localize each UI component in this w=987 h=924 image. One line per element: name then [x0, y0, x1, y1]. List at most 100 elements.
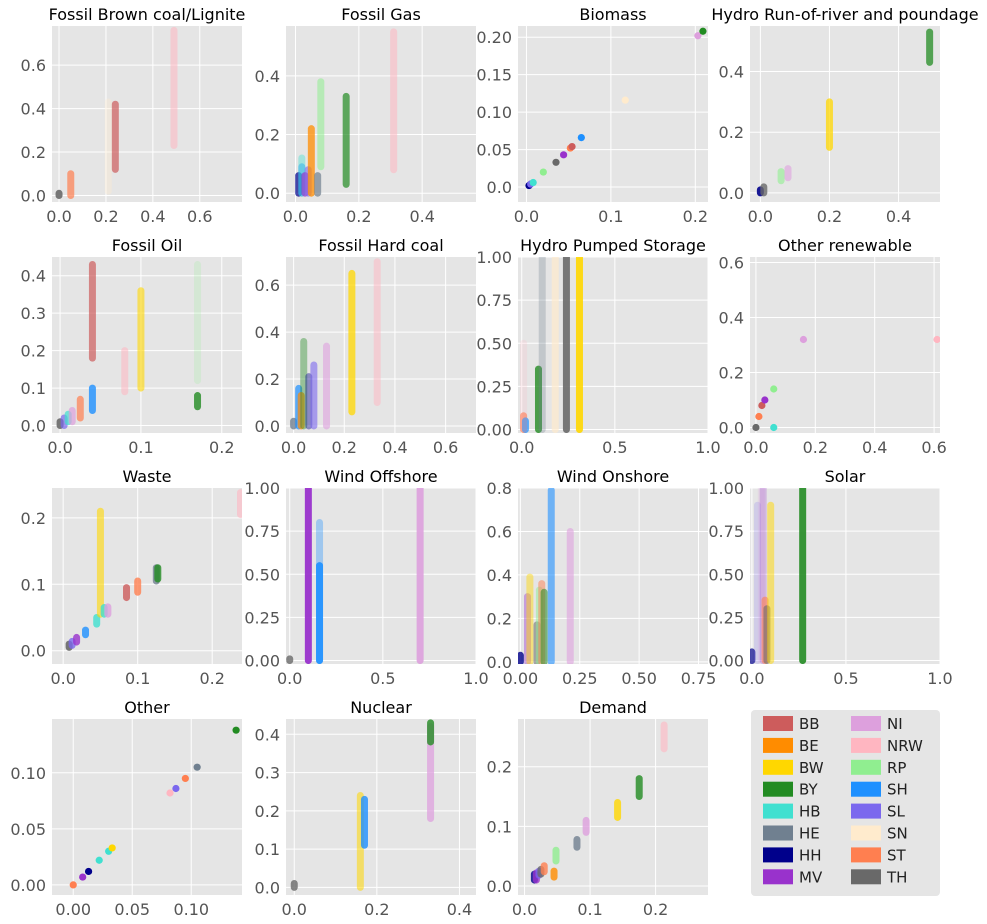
x-tick-label: 0.75: [681, 669, 717, 688]
x-tick-label: 0.25: [562, 669, 598, 688]
y-tick-label: 0.0: [487, 178, 512, 197]
scatter-point-RP: [539, 168, 547, 176]
y-tick-label: 0.0: [719, 184, 744, 203]
y-tick-label: 0.6: [21, 56, 46, 75]
y-tick-label: 0.05: [476, 141, 512, 160]
legend-swatch-BW: [763, 759, 793, 775]
plot-area: [65, 489, 242, 651]
scatter-point-NI: [694, 32, 702, 40]
scatter-point-BY: [699, 27, 707, 35]
scatter-band-RP: [194, 260, 202, 385]
subplot-7: 0.0 0.2 0.4 0.6 0.0 0.2 0.4 0.6 Other renewable: [719, 236, 947, 457]
scatter-point-ST: [181, 774, 189, 783]
x-tick-label: 0.05: [114, 900, 150, 919]
x-tick-label: 0.10: [173, 900, 209, 919]
x-tick-label: 0.0: [514, 207, 539, 226]
legend-label-HH: HH: [799, 846, 822, 864]
x-tick-label: 0.4: [886, 207, 911, 226]
x-tick-label: 0.5: [370, 669, 395, 688]
plot-background: [286, 488, 476, 664]
x-tick-label: 0.0: [50, 669, 75, 688]
plot-area: [290, 719, 435, 891]
x-tick-label: 0.4: [447, 900, 472, 919]
scatter-band-RP: [317, 78, 325, 171]
legend-label-BW: BW: [799, 759, 824, 777]
y-tick-label: 0.4: [719, 63, 744, 82]
legend-label-NI: NI: [887, 715, 903, 733]
subplot-title: Wind Offshore: [324, 467, 437, 486]
subplot-title: Fossil Brown coal/Lignite: [49, 5, 246, 24]
y-tick-label: 0.2: [719, 364, 744, 383]
scatter-point-SN: [621, 96, 629, 104]
y-tick-label: 0.2: [21, 509, 46, 528]
plot-background: [518, 257, 708, 433]
x-tick-label: 0.5: [833, 669, 858, 688]
scatter-band-SH: [360, 795, 368, 849]
plot-background: [518, 719, 708, 895]
scatter-band-SN: [104, 98, 112, 195]
scatter-band-ST: [67, 170, 75, 199]
plot-area: [290, 258, 381, 430]
x-tick-label: 0.0: [277, 669, 302, 688]
y-tick-label: 0.25: [708, 608, 744, 627]
scatter-point-HB: [770, 423, 778, 432]
x-tick-label: 0.2: [346, 207, 371, 226]
x-tick-label: 0.1: [598, 207, 623, 226]
scatter-point-TH: [552, 158, 560, 166]
subplot-title: Biomass: [579, 5, 646, 24]
subplot-10: 0.00 0.25 0.50 0.75 0.0 0.2 0.4 0.6 0.8 Wind Onsh…: [487, 467, 717, 688]
scatter-band-BB: [123, 584, 131, 602]
scatter-point-HE: [193, 763, 201, 771]
plot-background: [52, 26, 242, 202]
y-tick-label: 0.6: [255, 276, 280, 295]
y-tick-label: 0.6: [487, 522, 512, 541]
x-tick-label: 0.2: [93, 207, 118, 226]
scatter-band-BE: [297, 391, 305, 430]
legend-swatch-ST: [851, 847, 881, 863]
y-tick-label: 0.4: [487, 566, 512, 585]
x-tick-label: 0.0: [509, 438, 534, 457]
x-tick-label: 0.2: [199, 669, 224, 688]
scatter-band-BY: [194, 392, 202, 411]
y-tick-label: 0.1: [21, 379, 46, 398]
legend: BB BE BW BY HB HE HH MV NI NRW RP SH SL SN ST TH: [751, 710, 940, 896]
y-tick-label: 1.00: [708, 479, 744, 498]
scatter-point-MV: [761, 396, 769, 404]
scatter-band-BB: [88, 260, 96, 362]
scatter-band-ST: [134, 577, 142, 596]
scatter-band-NI: [784, 165, 792, 182]
subplot-13: 0.0 0.2 0.4 0.0 0.1 0.2 0.3 0.4 Nuclear: [255, 698, 476, 919]
y-tick-label: 0.1: [21, 575, 46, 594]
plot-area: [286, 488, 424, 664]
legend-swatch-HE: [763, 825, 793, 841]
y-tick-label: 0.4: [255, 67, 280, 86]
subplot-4: 0.0 0.1 0.2 0.0 0.1 0.2 0.3 0.4 Fossil Oil: [21, 236, 242, 457]
y-tick-label: 0.4: [255, 725, 280, 744]
y-tick-label: 0.4: [255, 323, 280, 342]
y-tick-label: 0.2: [487, 609, 512, 628]
y-tick-label: 0.0: [21, 417, 46, 436]
y-tick-label: 0.10: [476, 103, 512, 122]
x-tick-label: 0.50: [621, 669, 657, 688]
scatter-band-BY: [799, 488, 807, 664]
y-tick-label: 0.2: [487, 758, 512, 777]
plot-area: [750, 488, 807, 664]
scatter-band-BE: [307, 125, 315, 197]
subplot-title: Fossil Hard coal: [318, 236, 443, 255]
scatter-point-HB: [95, 856, 103, 864]
scatter-band-NI: [68, 407, 76, 426]
x-tick-label: 0.4: [409, 207, 434, 226]
scatter-point-RP: [770, 385, 778, 393]
x-tick-label: 0.1: [577, 900, 602, 919]
scatter-band-MV: [524, 593, 531, 664]
scatter-band-BW: [767, 501, 775, 664]
legend-label-BB: BB: [799, 715, 820, 733]
subplot-0: 0.0 0.2 0.4 0.6 0.0 0.2 0.4 0.6 Fossil Brown coa…: [21, 5, 246, 226]
scatter-band-SN: [551, 257, 559, 433]
x-tick-label: 1.0: [463, 669, 488, 688]
scatter-band-NRW: [373, 258, 381, 406]
y-tick-label: 0.00: [476, 421, 512, 440]
scatter-band-TH: [55, 189, 63, 199]
scatter-band-TH: [562, 257, 570, 433]
subplot-title: Demand: [579, 698, 647, 717]
